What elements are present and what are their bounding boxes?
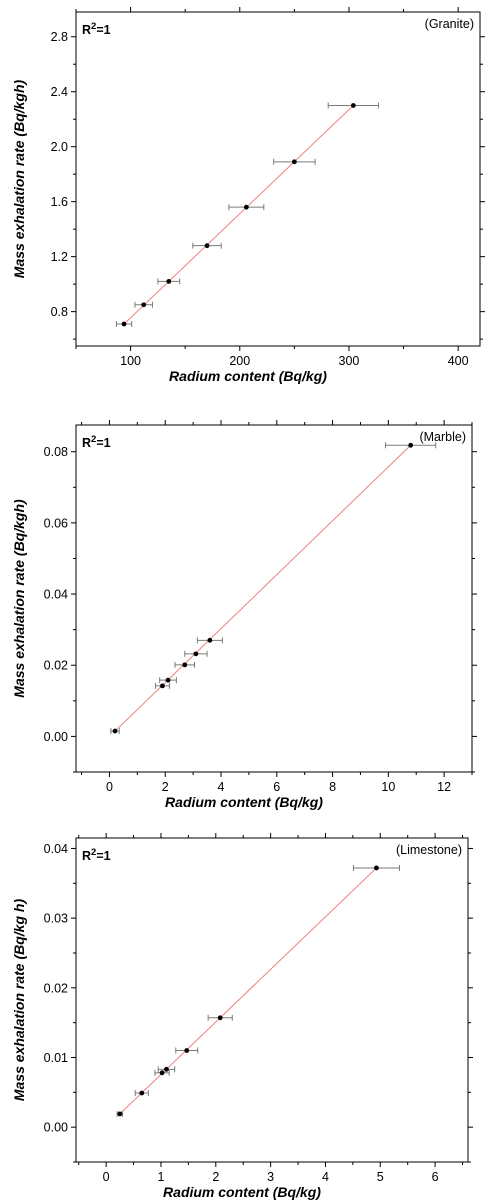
chart-panel-limestone: 0 1 2 3 4 5 6 0.00 0.01 0.02 0.03 0.04 R2=1 (Limeston… (11, 833, 473, 1200)
chart-panel-granite: 100 200 300 400 0.8 1.2 1.6 2.0 2.4 2.8 R2=1 (Grani… (11, 7, 485, 384)
panel-title: (Marble) (419, 430, 466, 444)
data-point (164, 1066, 169, 1072)
x-tick-label: 100 (120, 354, 141, 368)
fit-line (119, 867, 377, 1115)
y-tick-label: 0.08 (44, 445, 68, 459)
x-tick-label: 2 (212, 1170, 219, 1184)
data-point (291, 159, 297, 165)
x-tick-label: 1 (158, 1170, 165, 1184)
data-point (117, 1111, 123, 1117)
data-point (121, 321, 127, 327)
y-axis-title: Mass exhalation rate (Bq/kgh) (11, 79, 27, 278)
x-tick-label: 2 (162, 780, 169, 794)
data-point (243, 204, 249, 210)
data-point (139, 1090, 145, 1096)
y-axis-title: Mass exhalation rate (Bq/kgh) (11, 499, 27, 698)
data-point (159, 1070, 165, 1076)
y-tick-label: 0.02 (44, 659, 68, 673)
data-point (141, 302, 147, 308)
y-tick-label: 0.02 (44, 981, 68, 995)
y-tick-label: 0.04 (44, 842, 68, 856)
x-tick-label: 3 (267, 1170, 274, 1184)
data-point (217, 1015, 223, 1021)
r-squared-label: R2=1 (82, 847, 111, 863)
x-tick-label: 400 (448, 354, 469, 368)
y-tick-label: 0.06 (44, 516, 68, 530)
x-tick-label: 0 (106, 780, 113, 794)
y-tick-label: 0.01 (44, 1051, 68, 1065)
y-tick-label: 0.00 (44, 730, 68, 744)
panel-title: (Granite) (425, 17, 474, 31)
data-point (182, 662, 188, 668)
x-tick-label: 4 (218, 780, 225, 794)
y-tick-label: 1.2 (51, 250, 68, 264)
y-tick-label: 0.03 (44, 912, 68, 926)
plot-frame (75, 837, 469, 1163)
y-tick-label: 2.0 (51, 140, 68, 154)
x-tick-label: 6 (273, 780, 280, 794)
fit-line (123, 105, 354, 325)
y-axis-title: Mass exhalation rate (Bq/kg h) (11, 899, 27, 1102)
x-tick-label: 12 (437, 780, 451, 794)
chart-panel-marble: 0 2 4 6 8 10 12 0.00 0.02 0.04 0.06 0.08 R2=1 (Marble… (11, 420, 477, 810)
x-axis-title: Radium content (Bq/kg) (169, 368, 327, 384)
y-tick-label: 0.8 (51, 305, 68, 319)
x-tick-label: 200 (229, 354, 250, 368)
y-tick-label: 2.8 (51, 30, 68, 44)
y-tick-label: 0.04 (44, 588, 68, 602)
data-point (408, 442, 414, 448)
fit-line (114, 444, 411, 732)
x-tick-label: 6 (432, 1170, 439, 1184)
data-point (112, 728, 118, 734)
plot-frame (75, 11, 481, 347)
x-tick-label: 4 (322, 1170, 329, 1184)
data-point (207, 637, 213, 643)
r-squared-label: R2=1 (82, 434, 111, 450)
x-tick-label: 300 (339, 354, 360, 368)
data-point (350, 103, 356, 108)
plot-frame (75, 424, 473, 773)
y-tick-label: 2.4 (51, 85, 68, 99)
data-point (160, 683, 165, 689)
panel-title: (Limestone) (396, 843, 462, 857)
x-axis-title: Radium content (Bq/kg) (163, 1184, 321, 1200)
x-tick-label: 8 (329, 780, 336, 794)
data-point (165, 677, 171, 683)
data-point (204, 243, 210, 249)
r-squared-label: R2=1 (82, 21, 111, 37)
data-point (193, 651, 199, 657)
y-tick-label: 0.00 (44, 1121, 68, 1135)
data-point (166, 278, 172, 284)
x-tick-label: 0 (103, 1170, 110, 1184)
x-tick-label: 5 (377, 1170, 384, 1184)
x-axis-title: Radium content (Bq/kg) (165, 794, 323, 810)
data-point (374, 865, 379, 871)
x-tick-label: 10 (381, 780, 395, 794)
data-point (184, 1048, 190, 1053)
y-tick-label: 1.6 (51, 195, 68, 209)
